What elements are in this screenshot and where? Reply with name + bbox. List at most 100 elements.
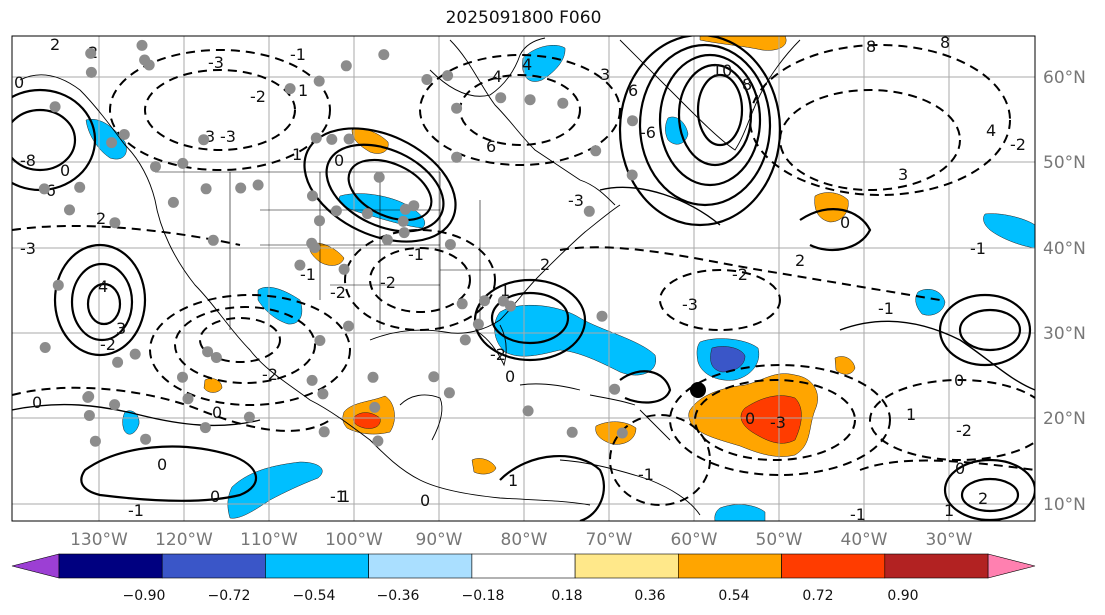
contour-label: -3	[568, 191, 584, 210]
station-dot	[310, 132, 322, 144]
station-dot	[397, 215, 409, 227]
contour-label: -1	[850, 505, 866, 524]
contour-label: 4	[98, 277, 108, 296]
latitude-labels: 60°N 50°N 40°N 30°N 20°N 10°N	[1043, 68, 1086, 515]
contour-label: -2	[732, 265, 748, 284]
contour-label: 2	[540, 255, 550, 274]
station-dot	[210, 352, 222, 363]
lon-label: 30°W	[926, 530, 973, 550]
station-dot	[479, 295, 490, 307]
contour-label: 0	[32, 393, 42, 412]
station-dot	[177, 371, 188, 383]
station-dot	[85, 47, 97, 59]
station-dot	[596, 310, 608, 322]
contour-label: -3	[770, 413, 786, 432]
storm-center-marker	[690, 382, 706, 398]
contour-label: 8	[866, 37, 876, 56]
station-dot	[497, 295, 509, 307]
contour-label: 2	[50, 35, 60, 54]
contour-label: -6	[640, 123, 656, 142]
lon-label: 80°W	[501, 530, 548, 550]
north-america-coast	[19, 74, 591, 506]
lat-label: 40°N	[1043, 239, 1086, 259]
station-dot	[150, 161, 161, 173]
lon-label: 60°W	[671, 530, 718, 550]
station-dot	[314, 335, 326, 346]
contour-label: -1	[300, 265, 316, 284]
contour-label: -1	[128, 501, 144, 520]
station-dot	[140, 433, 152, 445]
contour-label: 10	[712, 61, 732, 80]
station-dot	[199, 422, 211, 434]
contour-label: 1	[500, 281, 510, 300]
contour-label: 0	[955, 459, 965, 478]
contour-label: -3	[682, 295, 698, 314]
colorbar-label: −0.36	[377, 588, 420, 604]
station-dot	[207, 234, 219, 246]
lat-label: 20°N	[1043, 409, 1086, 429]
contour-label: 6	[486, 137, 496, 156]
contour-label: -2	[330, 283, 346, 302]
colorbar-high-extend	[987, 553, 1036, 579]
station-dot	[252, 179, 264, 191]
map-grid	[12, 36, 1035, 521]
lat-label: 60°N	[1043, 68, 1086, 88]
station-dot	[83, 410, 95, 421]
contour-label: 1	[292, 145, 302, 164]
lat-label: 10°N	[1043, 495, 1086, 515]
station-dot	[64, 204, 75, 216]
station-dot	[182, 393, 194, 405]
station-dot	[626, 169, 638, 181]
station-dot	[398, 227, 410, 239]
station-dot	[85, 66, 97, 78]
contour-label: 6	[628, 81, 638, 100]
station-dot	[557, 97, 569, 109]
contour-label: 0	[60, 161, 70, 180]
colorbar-segment	[781, 553, 886, 579]
station-dot	[109, 217, 121, 229]
station-dot	[139, 54, 151, 66]
colorbar-label: −0.54	[293, 588, 336, 604]
contour-label: -1	[330, 487, 346, 506]
shade-region	[203, 378, 223, 393]
contour-label: 0	[745, 409, 755, 428]
contour-label: 2	[795, 251, 805, 270]
contour-label: 4	[492, 67, 502, 86]
station-dot	[198, 134, 210, 146]
contour-label: 4	[522, 55, 532, 74]
colorbar-label: −0.90	[123, 588, 166, 604]
station-dot	[428, 371, 440, 383]
contour-label: 1	[340, 487, 350, 506]
colorbar-label: 0.90	[887, 588, 918, 604]
contour-label: 1	[906, 405, 916, 424]
contour-label: 3	[205, 127, 215, 146]
station-dot	[495, 92, 507, 104]
station-dot	[616, 427, 628, 439]
contour-label: 0	[210, 487, 220, 506]
station-dot	[367, 371, 379, 383]
gulf-coast	[369, 204, 621, 341]
shade-region	[714, 504, 766, 521]
station-dot	[49, 101, 61, 113]
station-dot	[39, 342, 51, 353]
station-dot	[381, 234, 393, 246]
station-dot	[590, 145, 602, 157]
station-dot	[369, 401, 381, 413]
station-dot	[89, 435, 101, 447]
station-dot	[399, 203, 411, 215]
contour-label: 0	[334, 151, 344, 170]
shade-region	[740, 395, 802, 444]
station-dot	[52, 279, 64, 291]
lat-label: 30°N	[1043, 324, 1086, 344]
station-dot	[343, 320, 354, 332]
station-dot	[451, 151, 463, 163]
station-dot	[373, 171, 385, 183]
caribbean-islands	[519, 383, 671, 441]
station-dot	[177, 157, 189, 169]
station-dot	[443, 387, 455, 399]
contour-label: -2	[380, 273, 396, 292]
station-dot	[294, 259, 306, 271]
contour-label: 1	[298, 81, 308, 100]
station-dot	[200, 183, 212, 195]
station-dot	[343, 133, 355, 145]
